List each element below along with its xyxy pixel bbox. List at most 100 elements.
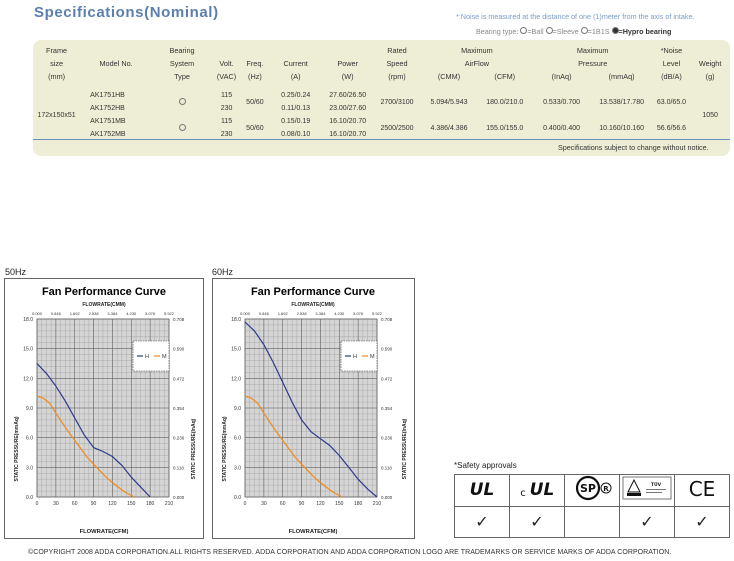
- cmm-cell: 5.094/5.943: [430, 98, 468, 106]
- csa-logo-icon: SP R: [575, 475, 612, 501]
- x2-tick-label: 5.076: [145, 311, 156, 316]
- fan-curve-chart-60hz: Fan Performance Curve FLOWRATE(CMM) FLOW…: [212, 278, 415, 539]
- ce-logo-text: CE: [689, 477, 716, 500]
- weight-cell: 1050: [702, 111, 718, 119]
- spec-footer-note: Specifications subject to change without…: [558, 143, 709, 152]
- y-tick-label: 12.0: [23, 376, 33, 382]
- y-tick-label: 3.0: [234, 465, 241, 471]
- x-tick-label: 210: [373, 501, 382, 507]
- check-mark-cell: [564, 506, 620, 538]
- hypro-bearing-icon: [611, 27, 619, 34]
- cul-logo-cell: c UL: [509, 474, 565, 507]
- cul-logo-c: c: [520, 488, 526, 499]
- x-tick-label: 30: [261, 501, 267, 507]
- header-airflow-2: AirFlow: [464, 59, 490, 68]
- safety-approvals-title: *Safety approvals: [454, 461, 517, 470]
- bearing-cell: [152, 89, 212, 115]
- chart-y2-label: STATIC PRESSURE(InAq): [191, 418, 197, 479]
- y2-tick-label: 0.118: [173, 465, 184, 470]
- fan-curve-chart-50hz: Fan Performance Curve FLOWRATE(CMM) FLOW…: [4, 278, 204, 539]
- speed-cell: 2700/3100: [380, 98, 414, 106]
- header-speed-2: Speed: [386, 59, 408, 68]
- series-line-m: [36, 395, 135, 498]
- x2-tick-label: 0.846: [51, 311, 62, 316]
- bearing-cell: [152, 115, 212, 141]
- y-tick-label: 6.0: [26, 436, 33, 442]
- table-row: AK1752HB 230 0.11/0.13 23.00/27.60: [33, 102, 730, 115]
- x2-tick-label: 4.230: [126, 311, 137, 316]
- spec-divider: [33, 139, 730, 140]
- power-cell: 16.10/20.70: [329, 118, 367, 125]
- bearing-legend: Bearing type: =Ball =Sleeve =1B1S =Hypro…: [476, 27, 671, 36]
- header-pressure-1: Maximum: [576, 46, 609, 55]
- x-tick-label: 180: [354, 501, 363, 507]
- power-cell: 27.60/26.50: [329, 92, 367, 99]
- y2-tick-label: 0.708: [173, 317, 185, 322]
- x-tick-label: 120: [108, 501, 117, 507]
- x-tick-label: 0: [244, 501, 247, 507]
- legend-label: M: [162, 354, 167, 360]
- x-tick-label: 120: [316, 501, 325, 507]
- spec-table: Frame Bearing Rated Maximum Maximum *Noi…: [33, 40, 730, 141]
- cmm-cell: 4.386/4.386: [430, 124, 468, 132]
- y-tick-label: 18.0: [23, 317, 33, 323]
- y2-tick-label: 0.590: [381, 347, 393, 352]
- model-cell: AK1752MB: [90, 131, 126, 138]
- chart-50hz-label: 50Hz: [5, 267, 27, 277]
- header-speed-3: (rpm): [388, 72, 406, 81]
- y2-tick-label: 0.708: [381, 317, 393, 322]
- x2-tick-label: 0.000: [240, 311, 251, 316]
- check-mark-icon: ✓: [530, 512, 544, 531]
- y-tick-label: 15.0: [231, 347, 241, 353]
- power-cell: 23.00/27.60: [329, 105, 367, 112]
- header-inaq: (InAq): [551, 72, 572, 81]
- chart-x2-label: FLOWRATE(CMM): [291, 302, 335, 308]
- y-tick-label: 9.0: [26, 406, 33, 412]
- y2-tick-label: 0.236: [381, 436, 393, 441]
- copyright-notice: ©COPYRIGHT 2008 ADDA CORPORATION.ALL RIG…: [28, 549, 672, 556]
- header-noise-3: (dB/A): [661, 72, 682, 81]
- y2-tick-label: 0.590: [173, 347, 185, 352]
- tuv-logo-text: TÜV: [651, 481, 662, 488]
- header-weight-2: (g): [705, 72, 715, 81]
- inaq-cell: 0.533/0.700: [543, 98, 581, 106]
- x-tick-label: 0: [36, 501, 39, 507]
- model-cell: AK1751MB: [90, 118, 126, 125]
- chart-x-label: FLOWRATE(CFM): [80, 529, 129, 535]
- mmaq-cell: 13.538/17.780: [599, 98, 644, 106]
- header-bearing-2: System: [169, 59, 195, 68]
- model-cell: AK1751HB: [90, 92, 125, 99]
- check-mark-cell: ✓: [454, 506, 510, 538]
- bearing-sleeve-label: =Sleeve: [552, 27, 579, 36]
- noise-cell: 56.6/56.6: [656, 124, 687, 132]
- chart-title: Fan Performance Curve: [251, 286, 375, 298]
- check-mark-icon: ✓: [475, 512, 489, 531]
- volt-cell: 230: [220, 131, 233, 138]
- series-line-h: [36, 363, 151, 498]
- x2-tick-label: 2.538: [89, 311, 100, 316]
- svg-text:R: R: [603, 485, 609, 493]
- chart-x2-label: FLOWRATE(CMM): [82, 302, 126, 308]
- x2-tick-label: 1.692: [70, 311, 81, 316]
- chart-y2-label: STATIC PRESSURE(InAq): [402, 418, 408, 479]
- header-bearing-3: Type: [174, 72, 190, 81]
- check-mark-cell: ✓: [509, 506, 565, 538]
- bearing-legend-prefix: Bearing type:: [476, 27, 519, 36]
- noise-cell: 63.0/65.0: [656, 98, 687, 106]
- y2-tick-label: 0.000: [381, 495, 393, 500]
- check-mark-cell: ✓: [619, 506, 675, 538]
- y-tick-label: 12.0: [231, 376, 241, 382]
- frame-size-cell: 172x150x51: [37, 111, 76, 119]
- x2-tick-label: 0.000: [32, 311, 43, 316]
- y-tick-label: 9.0: [234, 406, 241, 412]
- series-line-m: [244, 395, 343, 498]
- inaq-cell: 0.400/0.400: [543, 124, 581, 132]
- header-current-2: (A): [290, 72, 301, 81]
- legend-label: H: [353, 354, 357, 360]
- y2-tick-label: 0.472: [381, 376, 393, 381]
- x2-tick-label: 4.230: [334, 311, 345, 316]
- chart-title: Fan Performance Curve: [42, 286, 166, 298]
- sleeve-bearing-icon: [545, 27, 553, 34]
- y-tick-label: 0.0: [234, 495, 241, 501]
- cfm-cell: 155.0/155.0: [486, 124, 524, 132]
